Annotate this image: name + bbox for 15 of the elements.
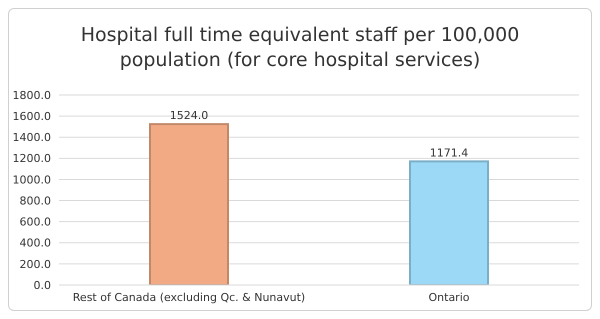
- y-tick-label: 1800.0: [12, 88, 51, 102]
- chart-title: Hospital full time equivalent staff per 100,000 population (for core hospital services): [80, 23, 520, 73]
- y-tick-label: 1000.0: [12, 173, 51, 186]
- y-tick-label: 1600.0: [12, 110, 51, 124]
- x-tick-label: Rest of Canada (excluding Qc. & Nunavut): [72, 290, 306, 304]
- data-label: 1524.0: [170, 109, 208, 122]
- y-tick-label: 600.0: [20, 216, 51, 229]
- y-tick-label: 400.0: [20, 236, 51, 250]
- y-tick-label: 800.0: [20, 194, 51, 208]
- y-tick-label: 1400.0: [12, 131, 51, 144]
- y-tick-label: 200.0: [20, 258, 51, 271]
- y-tick-label: 0.0: [34, 278, 51, 292]
- data-label: 1171.4: [430, 146, 468, 160]
- y-tick-label: 1200.0: [12, 152, 51, 166]
- x-tick-label: Ontario: [428, 290, 470, 304]
